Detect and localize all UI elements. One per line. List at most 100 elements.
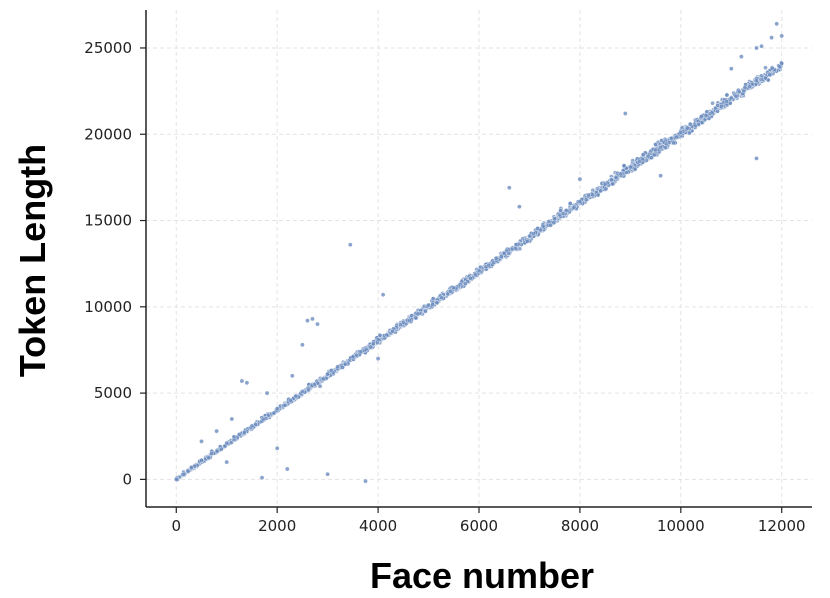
- scatter-point: [315, 321, 320, 327]
- scatter-point: [310, 316, 315, 322]
- scatter-point: [189, 465, 194, 470]
- scatter-point: [729, 95, 734, 101]
- scatter-point: [293, 393, 299, 399]
- scatter-point: [335, 364, 340, 370]
- scatter-point: [590, 192, 595, 198]
- scatter-point: [658, 145, 663, 150]
- scatter-point: [699, 114, 704, 119]
- scatter-point: [350, 354, 356, 360]
- scatter-point: [239, 378, 245, 384]
- scatter-point: [415, 311, 421, 317]
- scatter-point: [632, 166, 638, 172]
- scatter-point: [288, 398, 293, 403]
- scatter-point: [380, 292, 386, 297]
- scatter-point: [434, 300, 440, 306]
- scatter-point: [703, 113, 709, 118]
- scatter-point: [754, 45, 759, 51]
- scatter-point: [501, 251, 507, 256]
- y-axis-ticks: 0 5000 10000 15000 20000 25000: [84, 39, 146, 488]
- scatter-point: [463, 281, 468, 286]
- scatter-point: [621, 163, 627, 168]
- scatter-point: [305, 318, 310, 323]
- scatter-point: [715, 108, 720, 114]
- scatter-point: [663, 145, 668, 150]
- scatter-point: [282, 403, 288, 408]
- scatter-point: [603, 186, 609, 192]
- scatter-point: [618, 171, 623, 177]
- scatter-point: [739, 54, 744, 59]
- scatter-point: [451, 285, 457, 291]
- x-tick-label: 10000: [657, 517, 705, 535]
- scatter-point: [767, 72, 773, 78]
- scatter-point: [724, 92, 730, 98]
- scatter-point: [653, 147, 658, 153]
- scatter-point: [754, 156, 759, 161]
- scatter-point: [218, 446, 224, 452]
- scatter-point: [769, 66, 775, 71]
- scatter-point: [535, 226, 540, 231]
- scatter-point: [209, 451, 214, 456]
- scatter-point: [377, 333, 383, 338]
- scatter-point: [199, 458, 204, 463]
- scatter-point: [181, 471, 187, 477]
- scatter-point: [229, 416, 235, 422]
- x-tick-label: 0: [171, 517, 181, 535]
- scatter-point: [527, 233, 532, 239]
- scatter-point: [290, 373, 295, 379]
- scatter-point: [325, 371, 330, 377]
- scatter-point: [613, 175, 619, 180]
- scatter-point: [430, 302, 435, 307]
- scatter-point: [249, 423, 255, 429]
- scatter-point: [759, 43, 764, 49]
- scatter-point: [368, 344, 374, 350]
- x-tick-label: 4000: [359, 517, 397, 535]
- scatter-point: [653, 142, 658, 147]
- scatter-point: [669, 136, 674, 141]
- scatter-point: [674, 134, 679, 140]
- scatter-point: [652, 152, 657, 158]
- scatter-point: [763, 75, 768, 81]
- scatter-point: [737, 89, 742, 95]
- scatter-point: [531, 231, 536, 236]
- scatter-point: [306, 387, 311, 393]
- scatter-point: [426, 302, 431, 308]
- scatter-point: [742, 85, 748, 90]
- scatter-point: [563, 208, 569, 213]
- scatter-point: [595, 192, 601, 198]
- scatter-point: [259, 475, 265, 480]
- scatter-point: [524, 239, 530, 244]
- scatter-point: [750, 81, 755, 87]
- x-axis-ticks: 0 2000 4000 6000 8000 10000 12000: [171, 507, 806, 535]
- scatter-point: [199, 439, 204, 444]
- scatter-points: [174, 21, 784, 484]
- scatter-point: [363, 478, 368, 484]
- scatter-point: [754, 78, 759, 84]
- scatter-point: [688, 121, 693, 127]
- scatter-point: [540, 223, 546, 229]
- scatter-point: [709, 110, 715, 115]
- scatter-point: [274, 406, 280, 411]
- x-tick-label: 12000: [758, 517, 806, 535]
- scatter-point: [439, 295, 444, 301]
- scatter-point: [206, 455, 212, 461]
- scatter-point: [658, 173, 663, 178]
- scatter-point: [476, 268, 482, 273]
- scatter-point: [264, 390, 270, 396]
- scatter-point: [274, 446, 280, 451]
- scatter-point: [498, 254, 504, 259]
- scatter-point: [473, 272, 478, 278]
- y-tick-label: 25000: [84, 39, 132, 57]
- scatter-point: [729, 66, 734, 71]
- scatter-point: [348, 242, 353, 247]
- scatter-point: [769, 35, 774, 40]
- scatter-point: [312, 382, 317, 387]
- scatter-point: [628, 164, 633, 170]
- scatter-point: [300, 389, 305, 394]
- y-tick-label: 0: [122, 470, 132, 488]
- y-tick-label: 10000: [84, 298, 132, 316]
- scatter-point: [375, 337, 381, 342]
- scatter-point: [390, 328, 395, 334]
- scatter-point: [602, 182, 608, 187]
- scatter-point: [231, 434, 237, 440]
- scatter-point: [401, 320, 406, 325]
